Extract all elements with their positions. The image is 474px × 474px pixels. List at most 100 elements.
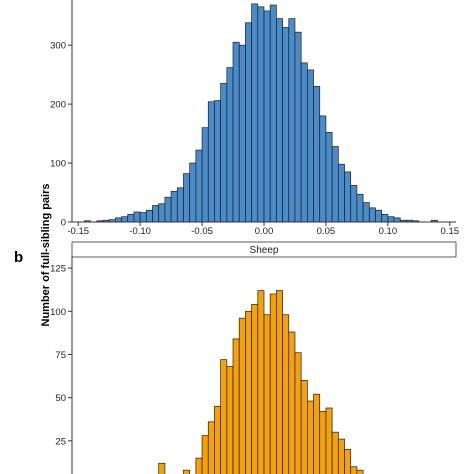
histogram-bar <box>195 457 203 474</box>
histogram-bar <box>313 86 321 223</box>
histogram-bar <box>300 380 308 474</box>
histogram-bar <box>214 405 221 474</box>
y-tick-label: 25 <box>55 436 66 447</box>
histogram-bar <box>220 359 228 474</box>
histogram-bar <box>207 421 215 474</box>
histogram-bar <box>145 209 153 223</box>
histogram-bar <box>114 217 122 223</box>
y-tick-label: 50 <box>55 393 66 404</box>
y-tick-label: 0 <box>61 218 66 229</box>
histogram-bar <box>127 213 135 223</box>
histogram-bar <box>263 314 271 474</box>
facet-strip-title: Sheep <box>250 245 279 256</box>
y-tick-label: 100 <box>50 159 66 170</box>
histogram-bar <box>158 203 166 223</box>
histogram-bar <box>121 216 129 223</box>
y-axis-title: Number of full-sibling pairs <box>40 183 52 326</box>
histogram-bar <box>158 462 166 474</box>
histogram-bar <box>294 31 302 223</box>
histogram-bar <box>226 366 234 474</box>
histogram-bar <box>238 317 246 474</box>
histogram-bar <box>288 331 296 474</box>
histogram-bar <box>232 338 240 474</box>
histogram-bar <box>288 18 296 223</box>
facet-strip <box>71 241 457 258</box>
histogram-bar <box>269 293 277 474</box>
histogram-bar <box>350 466 358 474</box>
histogram-bar <box>307 69 314 223</box>
histogram-bar <box>207 101 215 223</box>
histogram-bar <box>356 469 364 474</box>
y-tick-label: 125 <box>50 264 66 275</box>
histogram-bar <box>133 211 141 223</box>
histogram-bar <box>344 449 352 474</box>
panel-top: 0 100 200 300 -0.15 -0.10 -0.05 0.00 0.05 0.10 0.… <box>50 0 459 237</box>
histogram-bar <box>183 173 191 223</box>
histogram-bar <box>201 435 209 474</box>
histogram-bar <box>337 438 345 474</box>
histogram-bar <box>214 100 221 223</box>
histogram-bar <box>257 290 265 474</box>
y-tick-label: 100 <box>50 307 66 318</box>
y-tick-label: 75 <box>55 350 66 361</box>
histogram-bar <box>245 310 252 474</box>
histogram-bar <box>393 217 401 223</box>
histogram-bar <box>245 22 252 223</box>
histogram-bar <box>251 3 259 223</box>
histogram-bar <box>375 209 383 223</box>
x-tick-label: 0.15 <box>441 226 460 237</box>
histogram-bar <box>381 213 389 223</box>
histogram-bar <box>350 185 358 223</box>
histogram-bar <box>319 411 327 474</box>
histogram-bar <box>257 6 265 223</box>
histogram-bar <box>313 393 321 474</box>
histogram-bar <box>337 163 345 223</box>
histogram-bar <box>344 171 352 223</box>
histogram-bar <box>331 431 339 474</box>
histogram-bar <box>368 207 376 223</box>
histogram-bar <box>251 304 259 474</box>
histogram-bar <box>238 44 246 223</box>
histogram-bar <box>263 10 271 223</box>
histogram-bar <box>189 162 197 223</box>
histogram-bar <box>232 41 240 223</box>
histogram-bar <box>356 193 364 223</box>
x-tick-label: 0.05 <box>317 226 336 237</box>
histogram-bar <box>183 469 191 474</box>
panel-bottom-y-ticks: 25 50 75 100 125 <box>50 264 72 447</box>
histogram-bar <box>325 407 333 474</box>
histogram-bar <box>294 352 302 474</box>
histogram-bar <box>276 290 283 474</box>
histogram-bar <box>300 62 308 223</box>
panel-b-label: b <box>14 249 23 266</box>
panel-bottom-bars <box>158 290 364 474</box>
x-tick-label: -0.05 <box>191 226 213 237</box>
panel-top-y-ticks: 0 100 200 300 <box>50 41 72 229</box>
histogram-bar <box>164 196 172 223</box>
x-tick-label: 0.00 <box>255 226 274 237</box>
panel-bottom: b Sheep 25 50 75 100 125 <box>14 241 457 474</box>
histogram-bar <box>362 202 370 223</box>
histogram-bar <box>282 314 290 474</box>
histogram-bar <box>201 127 209 223</box>
panel-top-x-ticks: -0.15 -0.10 -0.05 0.00 0.05 0.10 0.15 <box>67 222 459 237</box>
panel-top-bars <box>84 3 438 223</box>
x-tick-label: -0.15 <box>67 226 89 237</box>
histogram-bar <box>170 191 178 223</box>
histogram-bar <box>282 27 290 223</box>
histogram-bar <box>276 18 283 223</box>
histogram-bar <box>307 400 314 474</box>
histogram-bar <box>152 205 160 223</box>
histogram-bar <box>387 216 395 223</box>
x-tick-label: -0.10 <box>129 226 151 237</box>
histogram-bar <box>195 149 203 223</box>
histogram-bar <box>325 132 333 223</box>
histogram-bar <box>176 187 184 223</box>
histogram-bar <box>319 115 327 223</box>
x-tick-label: 0.10 <box>379 226 398 237</box>
histogram-bar <box>139 212 147 223</box>
histogram-bar <box>331 146 339 223</box>
histogram-bar <box>226 67 234 223</box>
histogram-bar <box>269 4 277 223</box>
